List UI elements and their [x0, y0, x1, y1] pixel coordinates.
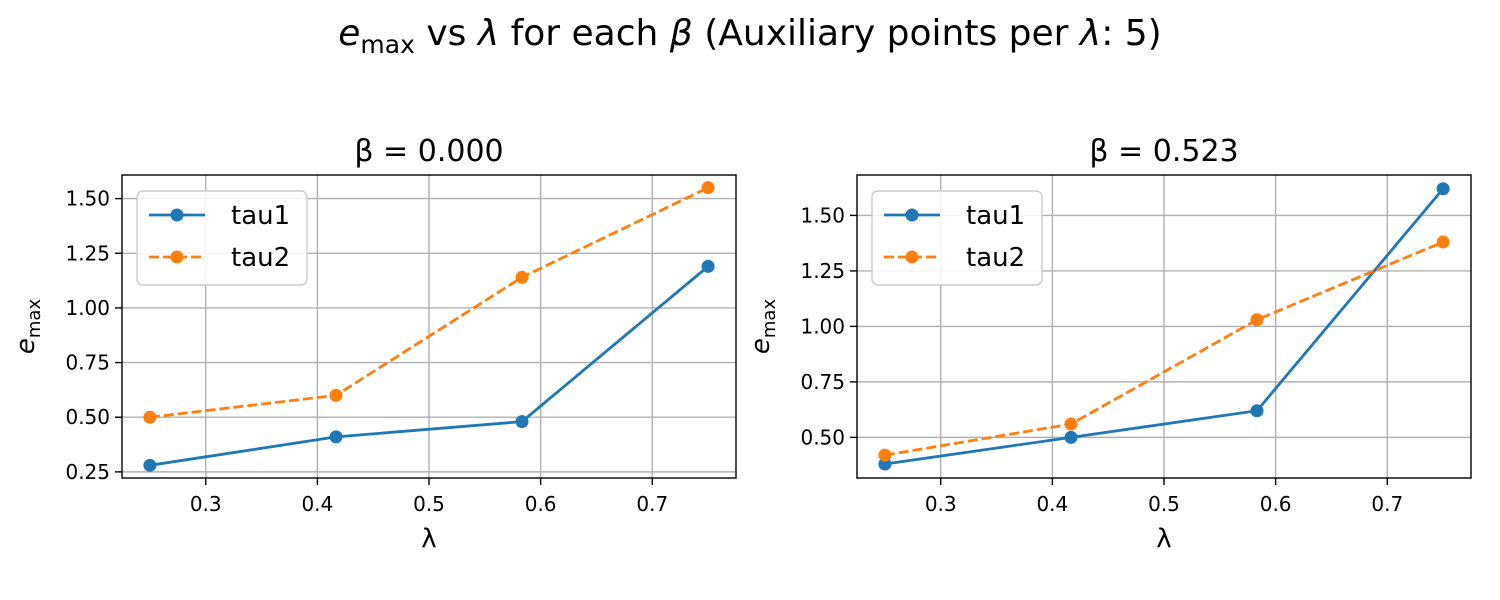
figure-title: emax vs λ for each β (Auxiliary points p…	[338, 13, 1161, 59]
title-paren-close: : 5)	[1101, 13, 1162, 54]
series-line-tau1	[884, 187, 1445, 466]
subplot-title: β = 0.523	[1089, 134, 1238, 169]
y-tick-label: 0.50	[800, 425, 845, 449]
y-axis-label: emax	[746, 299, 780, 355]
subplot-beta-1: 0.3 0.4 0.5 0.6 0.7 0.50 0.75 1.00 1.25 1.50 β = 0…	[746, 134, 1472, 554]
x-tick-label: 0.5	[1148, 492, 1180, 516]
x-tick-label: 0.7	[1371, 492, 1403, 516]
title-e: e	[338, 13, 360, 54]
y-tick-label: 0.75	[800, 370, 845, 394]
series-line-tau2	[149, 186, 709, 419]
subplot-beta-0: 0.3 0.4 0.5 0.6 0.7 0.25 0.50 0.75 1.00 1.25 1.50 β…	[11, 134, 737, 554]
y-tick-label: 1.50	[65, 187, 110, 211]
legend-marker-tau1	[905, 208, 919, 222]
x-tick-label: 0.6	[1260, 492, 1292, 516]
x-tick-label: 0.3	[925, 492, 957, 516]
series-line-tau2	[884, 240, 1444, 457]
title-beta: β	[669, 13, 693, 54]
x-tick-label: 0.4	[301, 492, 333, 516]
data-point-tau1	[1436, 182, 1450, 196]
legend-marker-tau1	[170, 208, 184, 222]
x-axis-label: λ	[1156, 524, 1171, 554]
x-axis-label: λ	[421, 524, 436, 554]
legend-label-tau1: tau1	[231, 201, 290, 231]
title-for-each: for each	[499, 13, 670, 54]
legend-label-tau1: tau1	[966, 201, 1025, 231]
legend-label-tau2: tau2	[966, 243, 1025, 273]
legend-marker-tau2	[905, 250, 919, 264]
data-point-tau2	[143, 410, 157, 424]
y-tick-label: 1.00	[65, 296, 110, 320]
x-tick-label: 0.4	[1036, 492, 1068, 516]
data-point-tau1	[1064, 430, 1078, 444]
title-sub: max	[360, 30, 414, 59]
data-point-tau1	[329, 430, 343, 444]
data-point-tau2	[1064, 417, 1078, 431]
subplot-title: β = 0.000	[354, 134, 503, 169]
y-tick-label: 1.25	[65, 241, 110, 265]
legend-marker-tau2	[170, 250, 184, 264]
title-mid: vs	[415, 13, 478, 54]
y-axis-label-main: e	[746, 338, 776, 354]
y-axis-label-sub: max	[759, 299, 780, 339]
data-point-tau1	[1250, 404, 1264, 418]
series-line-tau1	[149, 265, 709, 467]
data-point-tau2	[878, 448, 892, 462]
y-tick-label: 1.25	[800, 259, 845, 283]
y-axis-label-sub: max	[24, 299, 45, 339]
y-tick-label: 0.75	[65, 351, 110, 375]
y-tick-label: 1.50	[800, 203, 845, 227]
legend-label-tau2: tau2	[231, 243, 290, 273]
data-point-tau2	[1436, 235, 1450, 249]
y-axis-label-main: e	[11, 338, 41, 354]
data-point-tau2	[515, 270, 529, 284]
x-tick-label: 0.6	[525, 492, 557, 516]
data-point-tau1	[515, 415, 529, 429]
x-tick-label: 0.7	[636, 492, 668, 516]
data-point-tau1	[701, 259, 715, 273]
data-point-tau2	[329, 388, 343, 402]
y-tick-label: 0.25	[65, 460, 110, 484]
title-paren-open: (Auxiliary points per	[693, 13, 1080, 54]
x-tick-label: 0.3	[190, 492, 222, 516]
y-axis-label: emax	[11, 299, 45, 355]
x-tick-label: 0.5	[413, 492, 445, 516]
data-point-tau2	[701, 181, 715, 195]
y-tick-label: 1.00	[800, 314, 845, 338]
y-tick-label: 0.50	[65, 405, 110, 429]
title-lambda-2: λ	[1078, 13, 1101, 54]
title-lambda: λ	[476, 13, 499, 54]
data-point-tau2	[1250, 313, 1264, 327]
data-point-tau1	[143, 458, 157, 472]
